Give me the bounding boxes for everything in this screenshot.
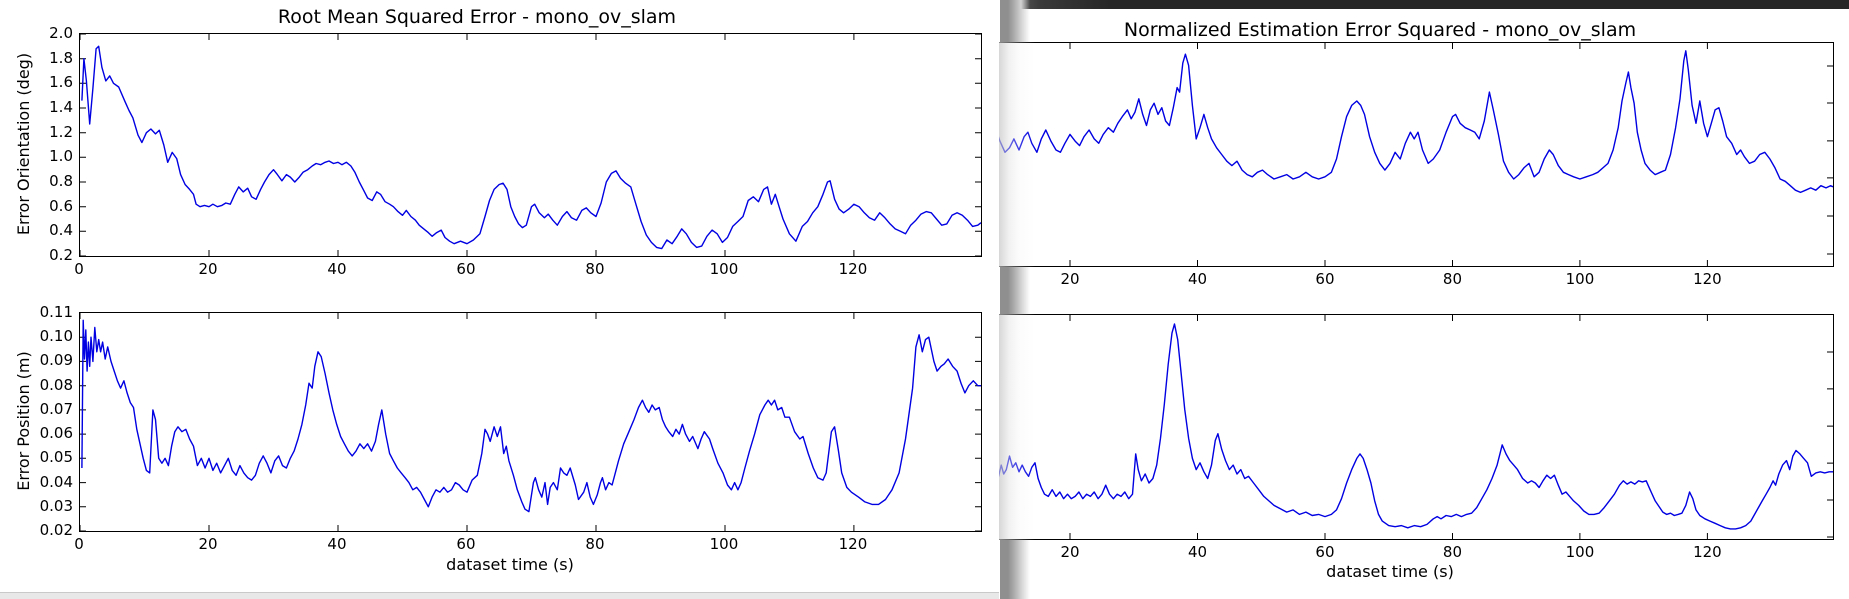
y-tick-label: 0.06	[39, 424, 73, 443]
x-tick-label: 20	[1060, 543, 1080, 561]
x-tick-label: 120	[1693, 543, 1722, 561]
x-tick-label: 40	[1187, 543, 1208, 561]
plot-area-nees-orientation	[999, 42, 1834, 267]
plot-area-nees-position	[999, 314, 1834, 540]
y-tick-label: 1.8	[49, 48, 73, 67]
y-tick-label: 0.08	[39, 375, 73, 394]
figure-title-nees: Normalized Estimation Error Squared - mo…	[1123, 19, 1637, 41]
x-tick-label: 100	[709, 535, 739, 553]
y-tick-label: 0.07	[39, 399, 73, 418]
axis-tick-marks	[1069, 315, 1833, 539]
x-tick-label: 80	[1442, 543, 1462, 561]
window-titlebar-edge	[1000, 0, 1849, 9]
x-tick-label: 60	[1315, 270, 1335, 288]
x-tick-label: 40	[327, 260, 347, 278]
y-tick-label: 2.0	[49, 24, 73, 42]
x-tick-label: 100	[709, 260, 739, 278]
y-tick-label: 0.6	[49, 196, 73, 215]
y-tick-label: 0.09	[39, 351, 73, 370]
x-tick-label: 20	[198, 535, 218, 553]
x-tick-label: 80	[585, 260, 605, 278]
data-curve-nees-orientation	[999, 50, 1833, 194]
x-tick-label: 0	[74, 535, 84, 553]
axis-tick-marks	[80, 34, 981, 256]
x-tick-label: 100	[1565, 543, 1595, 561]
figure-title-rmse: Root Mean Squared Error - mono_ov_slam	[277, 6, 677, 28]
y-tick-label: 0.10	[39, 327, 73, 346]
x-tick-label: 100	[1565, 270, 1595, 288]
x-tick-label: 120	[1693, 270, 1722, 288]
x-tick-label: 80	[585, 535, 605, 553]
x-tick-label: 20	[198, 260, 218, 278]
x-tick-label: 20	[1060, 270, 1080, 288]
y-tick-label: 1.6	[49, 73, 73, 92]
plot-area-rmse-position	[79, 312, 982, 532]
y-tick-label: 1.2	[49, 122, 73, 141]
x-tick-label: 60	[1315, 543, 1335, 561]
x-tick-label: 120	[838, 535, 868, 553]
y-tick-label: 1.0	[49, 147, 73, 166]
y-tick-label: 0.8	[49, 172, 73, 190]
x-tick-label: 0	[74, 260, 84, 278]
y-tick-label: 0.03	[39, 496, 73, 515]
y-tick-label: 0.4	[49, 221, 73, 240]
x-tick-label: 40	[327, 535, 347, 553]
x-tick-label: 120	[838, 260, 868, 278]
data-curve-nees-position	[999, 323, 1833, 530]
y-tick-label: 1.4	[49, 98, 73, 116]
y-tick-label: 0.02	[39, 521, 73, 539]
axis-tick-marks	[1069, 43, 1833, 266]
window-bottom-edge-strip	[0, 592, 999, 599]
x-tick-label: 60	[456, 260, 476, 278]
plot-area-rmse-orientation	[79, 33, 982, 257]
x-axis-label-right: dataset time (s)	[1326, 562, 1454, 581]
x-axis-label-left: dataset time (s)	[446, 555, 574, 574]
data-curve-rmse-orientation	[81, 45, 981, 250]
y-tick-label: 0.2	[49, 246, 73, 264]
x-tick-label: 80	[1442, 270, 1462, 288]
data-curve-rmse-position	[81, 319, 981, 513]
x-tick-label: 40	[1187, 270, 1208, 288]
x-tick-label: 60	[456, 535, 476, 553]
y-tick-label: 0.11	[39, 303, 73, 321]
y-tick-label: 0.04	[39, 472, 73, 491]
y-tick-label: 0.05	[39, 448, 73, 467]
